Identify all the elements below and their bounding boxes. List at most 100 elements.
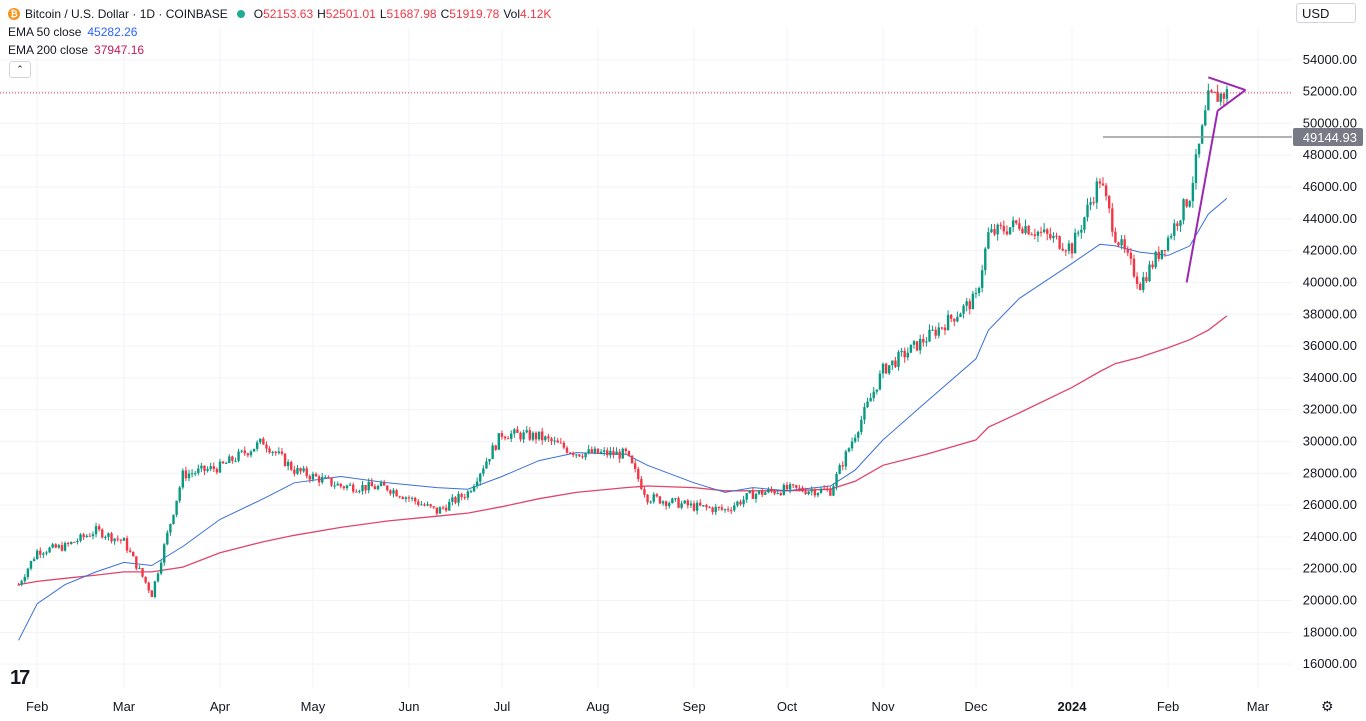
candle-body [1107, 196, 1111, 209]
candle-body [1111, 208, 1114, 232]
candle-body [733, 505, 736, 511]
candle-body [389, 490, 392, 494]
collapse-legend-button[interactable]: ⌃ [9, 61, 31, 78]
candle-body [1185, 199, 1188, 207]
candle-body [1039, 231, 1043, 233]
candle-body [1070, 243, 1074, 254]
tradingview-logo[interactable]: 17 [10, 667, 30, 689]
candle-body [1036, 231, 1040, 236]
candle-body [1129, 252, 1133, 259]
candle-body [510, 433, 513, 439]
candle-body [801, 487, 804, 492]
grid [0, 28, 1292, 688]
y-tick-label: 24000.00 [1303, 529, 1357, 544]
candle-body [370, 481, 373, 487]
candle-body [228, 456, 231, 464]
candle-body [993, 229, 996, 235]
candle-body [212, 466, 215, 469]
candle-body [764, 492, 767, 495]
candle-body [1015, 220, 1018, 224]
candle-body [203, 465, 206, 471]
candle-body [841, 465, 844, 467]
drawings[interactable]: 49144.93 [0, 76, 1363, 283]
candle-body [1011, 220, 1015, 228]
candle-body [655, 494, 659, 497]
candle-body [692, 503, 696, 511]
candle-body [1073, 232, 1077, 254]
candle-body [977, 287, 981, 294]
x-tick-label: Feb [26, 699, 48, 714]
candle-body [934, 329, 937, 336]
candle-body [70, 541, 73, 544]
candle-body [881, 363, 885, 374]
candle-body [565, 447, 569, 453]
candle-body [863, 407, 866, 420]
candle-body [773, 490, 776, 494]
indicator-ema50[interactable]: EMA 50 close 45282.26 [8, 23, 555, 41]
candle-body [472, 485, 476, 492]
candle-body [643, 489, 646, 495]
candle-body [680, 503, 683, 508]
candle-body [1030, 234, 1033, 236]
settings-icon[interactable]: ⚙ [1321, 698, 1334, 714]
candle-body [590, 449, 593, 454]
pennant-lower-line[interactable] [1217, 89, 1247, 112]
symbol-title[interactable]: Bitcoin / U.S. Dollar · 1D · COINBASE [25, 7, 228, 21]
candle-body [42, 553, 45, 555]
candle-body [531, 432, 535, 440]
high-value: 52501.01 [325, 7, 376, 21]
candle-body [869, 398, 872, 402]
candle-body [891, 360, 894, 366]
candle-body [1120, 239, 1123, 246]
candle-body [150, 590, 154, 597]
candle-body [878, 373, 882, 390]
flagpole-trendline[interactable] [1185, 110, 1219, 283]
currency-select[interactable]: USD [1296, 3, 1356, 23]
candle-body [990, 229, 993, 233]
candle-body [1176, 223, 1179, 227]
candle-body [277, 451, 281, 454]
candle-body [237, 451, 240, 461]
candle-body [578, 454, 581, 457]
candle-body [559, 442, 562, 444]
candle-body [919, 338, 922, 351]
candle-body [262, 438, 265, 445]
market-status-icon [236, 10, 245, 18]
candle-body [658, 496, 662, 504]
y-tick-label: 18000.00 [1303, 624, 1357, 639]
candle-body [51, 544, 54, 548]
candle-body [562, 442, 566, 448]
candle-body [621, 448, 624, 459]
candle-body [1204, 110, 1207, 126]
candle-body [974, 293, 978, 295]
candle-body [209, 466, 212, 469]
candle-body [221, 461, 225, 464]
candle-body [265, 444, 268, 449]
candle-body [156, 573, 160, 582]
candle-body [1080, 229, 1083, 233]
candle-body [454, 497, 457, 503]
y-tick-label: 30000.00 [1303, 433, 1357, 448]
candle-body [884, 363, 888, 374]
candle-body [271, 451, 274, 453]
candle-body [931, 329, 934, 331]
candle-body [190, 473, 194, 475]
candle-body [1169, 235, 1173, 238]
indicator-ema200[interactable]: EMA 200 close 37947.16 [8, 41, 555, 59]
candle-body [23, 576, 26, 582]
candle-body [404, 497, 408, 500]
candle-body [410, 497, 414, 499]
candle-body [795, 485, 798, 488]
candle-body [822, 488, 826, 490]
pennant-upper-line[interactable] [1208, 76, 1246, 91]
candle-body [181, 470, 185, 488]
candle-body [987, 232, 990, 249]
candle-body [175, 500, 178, 515]
candle-body [1219, 93, 1222, 102]
candle-body [686, 500, 690, 506]
candle-body [770, 489, 773, 491]
symbol-row[interactable]: ₿ Bitcoin / U.S. Dollar · 1D · COINBASE … [8, 5, 555, 23]
candle-body [506, 438, 510, 440]
candle-body [953, 318, 956, 322]
